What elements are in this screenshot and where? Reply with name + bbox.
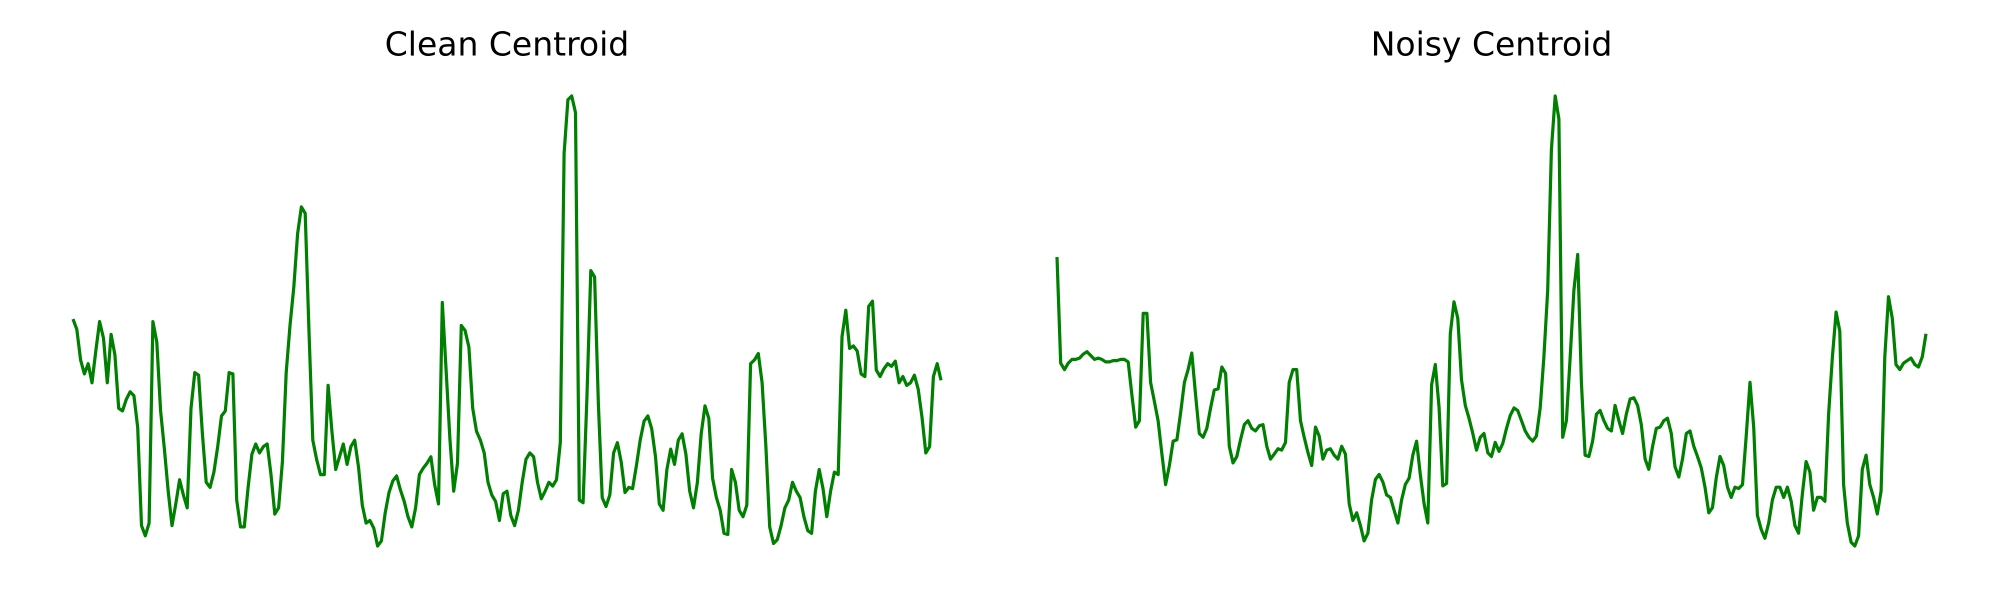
data-line: [71, 94, 943, 548]
chart-title: Clean Centroid: [385, 25, 630, 64]
chart-title: Noisy Centroid: [1371, 25, 1613, 64]
data-line: [1055, 94, 1928, 548]
